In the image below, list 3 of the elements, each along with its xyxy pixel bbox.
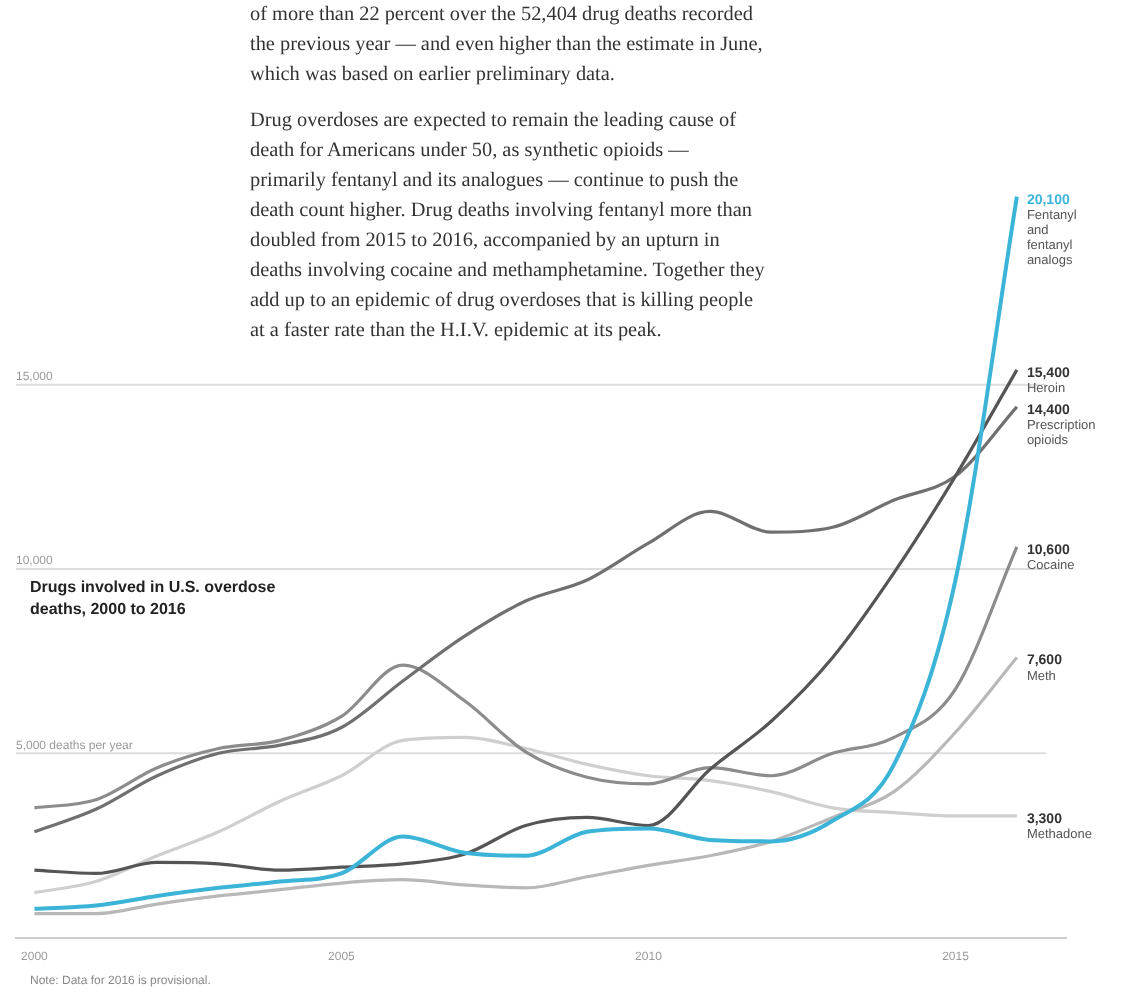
text: Drugs involved in U.S. overdose deaths, 2000 to 2016 [30,576,278,620]
text: of more than 22 percent over the 52,404 drug deaths recorded the previous year — and even higher than the estimate in June, which was based on earlier preliminary data. [250,2,765,90]
annotation: Drug overdoses are expected to remain the leading cause of death for Americans under 50, as synthetic opioids — primarily fentanyl and its analogues — continue to push the death count higher. Drug deaths involving fentanyl more than doubled from 2015 to 2016, accompanied by an upturn in deaths involving cocaine and methamphetamine. Together they add up to an epidemic of drug overdoses that is killing people at a faster rate than the H.I.V. epidemic at its peak. [250,108,766,346]
